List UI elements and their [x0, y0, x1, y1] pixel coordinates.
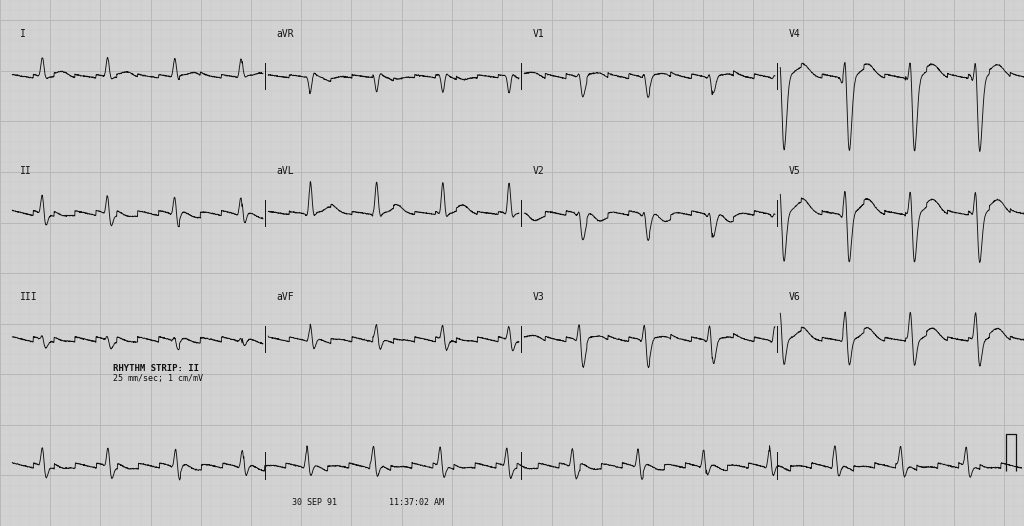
Text: V3: V3: [532, 292, 544, 302]
Text: 11:37:02 AM: 11:37:02 AM: [389, 498, 444, 507]
Text: II: II: [20, 166, 32, 176]
Text: aVR: aVR: [276, 29, 294, 39]
Text: 25 mm/sec; 1 cm/mV: 25 mm/sec; 1 cm/mV: [113, 374, 203, 383]
Text: V4: V4: [788, 29, 800, 39]
Text: V1: V1: [532, 29, 544, 39]
Text: V6: V6: [788, 292, 800, 302]
Text: aVL: aVL: [276, 166, 294, 176]
Text: V2: V2: [532, 166, 544, 176]
Text: III: III: [20, 292, 38, 302]
Text: RHYTHM STRIP: II: RHYTHM STRIP: II: [113, 364, 199, 373]
Text: aVF: aVF: [276, 292, 294, 302]
Text: I: I: [20, 29, 27, 39]
Text: 30 SEP 91: 30 SEP 91: [292, 498, 337, 507]
Text: V5: V5: [788, 166, 800, 176]
